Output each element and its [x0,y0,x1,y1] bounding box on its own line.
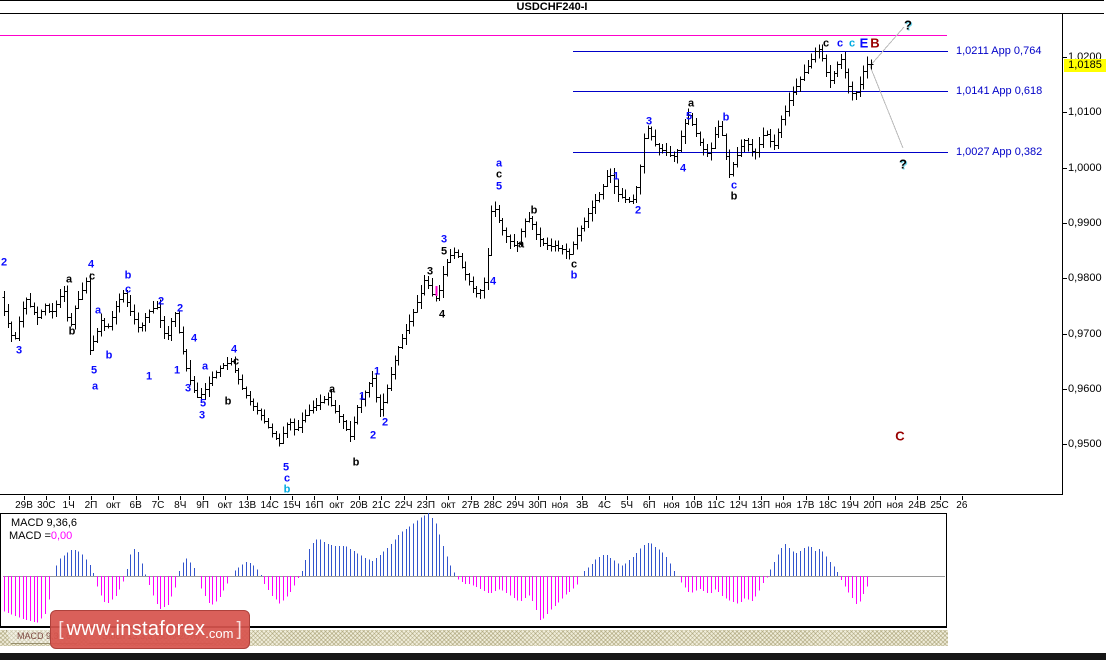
price-axis[interactable]: 1,0200 1,0100 1,0000 0,9900 0,9800 0,9700 0,96… [1064,14,1106,495]
date-axis-label: 15Ч [283,500,301,511]
date-axis[interactable]: 29В 30С 1Ч 2П окт 6В 7С 8Ч 9П окт 13В 14С 15Ч 16П окт 2… [0,498,1106,513]
price-axis-label: 0,9600 [1068,383,1102,395]
macd-current-value: 0,00 [50,530,73,542]
date-axis-label: 10В [684,500,703,511]
date-axis-label: 21С [372,500,391,511]
price-axis-label: 0,9800 [1068,272,1102,284]
date-axis-label: 6П [642,500,656,511]
macd-value-label: MACD = [9,530,51,542]
date-axis-label: 12Ч [729,500,748,511]
price-axis-label: 1,0100 [1068,106,1102,118]
date-axis-label: 28С [483,500,503,511]
date-axis-label: 16П [305,500,324,511]
date-axis-label: 23П [416,500,436,511]
price-axis-label: 0,9700 [1068,328,1102,340]
logo-bracket-open: [ [58,618,64,640]
price-chart-plot[interactable] [0,14,1063,495]
date-axis-label: 13В [238,500,257,511]
price-axis-label: 1,0000 [1068,162,1102,174]
date-axis-label: 14С [260,500,279,511]
date-axis-label: окт [329,500,344,511]
date-axis-label: ноя [886,500,904,511]
date-axis-label: окт [440,500,456,511]
date-axis-label: ноя [774,500,792,511]
current-price-value: 1,0185 [1068,59,1102,71]
date-axis-label: 7С [151,500,165,511]
projection-line [869,65,904,149]
price-axis-label: 0,9900 [1068,217,1102,229]
chart-title-bar: USDCHF240-I [0,0,1104,14]
chart-title: USDCHF240-I [516,1,588,13]
bottom-border-strip [0,653,1106,660]
date-axis-label: 4С [598,500,611,511]
date-axis-label: 25С [930,500,949,511]
date-axis-label: 2П [84,500,98,511]
date-axis-label: 11С [707,500,726,511]
date-axis-label: 30П [528,500,547,511]
date-axis-label: 20П [863,500,882,511]
date-axis-label: 29Ч [506,500,525,511]
date-axis-label: 26 [956,500,968,511]
price-axis-label: 0,9500 [1068,438,1102,450]
logo-domain-text: www.instaforex [66,618,206,640]
date-axis-label: 1Ч [62,500,75,511]
date-axis-label: 19Ч [841,500,860,511]
date-axis-label: 24В [908,500,927,511]
date-axis-label: 6В [129,500,142,511]
date-axis-label: 27В [461,500,480,511]
instaforex-logo[interactable]: [ www.instaforex .com ] [50,610,250,649]
date-axis-label: 22Ч [394,500,413,511]
date-axis-label: 8Ч [174,500,187,511]
projection-line [869,26,905,67]
macd-settings-label: MACD 9,36,6 [11,517,78,529]
date-axis-label: 3В [576,500,589,511]
date-axis-label: 30С [37,500,56,511]
date-axis-label: ноя [551,500,569,511]
date-axis-label: 17В [796,500,815,511]
logo-tld-text: .com [205,626,234,641]
date-axis-label: 18С [818,500,838,511]
macd-value-row: MACD =0,00 [9,530,72,543]
date-axis-label: 20В [350,500,368,511]
date-axis-label: 29В [15,500,33,511]
logo-bracket-close: ] [236,618,242,640]
date-axis-label: ноя [663,500,680,511]
date-axis-label: 5Ч [620,500,634,511]
date-axis-label: окт [105,500,121,511]
current-price-badge: 1,0185 [1064,59,1106,72]
date-axis-label: 9П [196,500,209,511]
date-axis-label: 13П [751,500,771,511]
date-axis-label: окт [217,500,233,511]
